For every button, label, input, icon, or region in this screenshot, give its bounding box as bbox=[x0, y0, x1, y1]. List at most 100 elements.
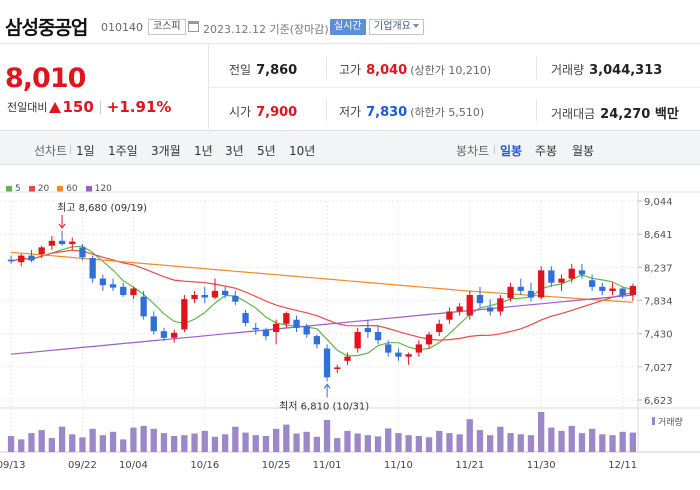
candle-body bbox=[160, 331, 168, 338]
volume-bar bbox=[395, 433, 402, 452]
volume-bar bbox=[181, 435, 188, 452]
volume-bar bbox=[385, 428, 392, 452]
candle bbox=[191, 290, 198, 304]
candle bbox=[313, 334, 320, 349]
candle bbox=[609, 282, 616, 296]
candle-period-weekly[interactable]: 주봉 bbox=[535, 144, 558, 158]
realtime-button[interactable]: 실시간 bbox=[330, 19, 366, 35]
candle-body bbox=[171, 332, 178, 338]
stat-open-value: 7,900 bbox=[256, 105, 298, 120]
down-arrow-icon bbox=[58, 223, 66, 229]
volume-bar bbox=[48, 438, 55, 452]
candle-body bbox=[89, 258, 96, 279]
volume-bar bbox=[273, 428, 280, 452]
volume-bar bbox=[517, 434, 524, 452]
candle-body bbox=[425, 334, 433, 345]
stock-code: 010140 bbox=[101, 21, 143, 34]
candle-body bbox=[313, 336, 320, 345]
candle-body bbox=[201, 295, 208, 298]
candle bbox=[578, 263, 586, 279]
volume-bar bbox=[99, 435, 106, 452]
candle-body bbox=[568, 268, 575, 279]
candle bbox=[28, 249, 35, 263]
line-period-1d[interactable]: 1일 bbox=[76, 144, 95, 158]
candle bbox=[456, 303, 463, 316]
volume-bar bbox=[436, 430, 443, 452]
volume-bar bbox=[252, 435, 259, 452]
volume-bar bbox=[527, 435, 535, 452]
candle-period-monthly[interactable]: 월봉 bbox=[572, 144, 595, 158]
candle-body bbox=[599, 286, 606, 291]
line-period-1y[interactable]: 1년 bbox=[194, 144, 213, 158]
candle-body bbox=[140, 296, 147, 317]
legend-label: 60 bbox=[66, 184, 78, 194]
candle bbox=[140, 290, 147, 320]
company-overview-label: 기업개요 bbox=[374, 21, 411, 32]
y-tick-label: 8,237 bbox=[644, 263, 673, 274]
candle bbox=[558, 274, 565, 291]
candle-body bbox=[497, 298, 504, 312]
volume-bar bbox=[629, 432, 636, 452]
candle-body bbox=[446, 311, 453, 320]
volume-bar bbox=[201, 430, 208, 452]
line-period-1w[interactable]: 1주일 bbox=[108, 144, 138, 158]
candle bbox=[629, 283, 636, 301]
volume-bar bbox=[344, 430, 351, 452]
volume-bar bbox=[303, 431, 310, 452]
company-overview-button[interactable]: 기업개요 bbox=[369, 19, 424, 35]
stat-volume-value: 3,044,313 bbox=[589, 63, 663, 78]
volume-bar bbox=[28, 433, 35, 452]
volume-bar bbox=[69, 434, 76, 452]
line-period-3y[interactable]: 3년 bbox=[225, 144, 244, 158]
candle-body bbox=[48, 240, 55, 246]
x-tick-label: 10/04 bbox=[119, 460, 148, 471]
y-tick-label: 6,623 bbox=[644, 396, 673, 407]
candle-body bbox=[619, 288, 626, 296]
candle-period-daily[interactable]: 일봉 bbox=[500, 144, 523, 158]
stat-low-label: 저가 bbox=[339, 105, 362, 119]
divider bbox=[536, 99, 537, 121]
candle-body bbox=[303, 326, 310, 335]
candle-body bbox=[609, 288, 616, 291]
candle bbox=[18, 253, 25, 267]
volume-bar bbox=[538, 412, 545, 452]
volume-bar bbox=[374, 436, 382, 452]
volume-bar bbox=[354, 433, 361, 452]
volume-bar bbox=[415, 436, 422, 452]
volume-bar bbox=[293, 433, 300, 452]
volume-bar bbox=[599, 434, 606, 452]
volume-bar bbox=[140, 425, 147, 452]
candle-body bbox=[273, 323, 280, 332]
volume-bar bbox=[558, 430, 565, 452]
stat-open: 시가 7,900 bbox=[229, 103, 297, 120]
volume-bar bbox=[130, 427, 137, 452]
line-period-5y[interactable]: 5년 bbox=[257, 144, 276, 158]
candle-body bbox=[374, 332, 382, 341]
stat-prev-value: 7,860 bbox=[256, 63, 298, 78]
legend-label: 20 bbox=[37, 184, 50, 194]
change-label: 전일대비 bbox=[7, 101, 48, 114]
y-tick-label: 7,430 bbox=[644, 330, 673, 341]
volume-bar bbox=[150, 428, 157, 452]
line-chart-label: 선차트 bbox=[34, 144, 68, 158]
candle bbox=[589, 274, 596, 291]
candle-body bbox=[527, 290, 535, 298]
volume-bar bbox=[211, 436, 219, 452]
candle-body bbox=[589, 280, 596, 287]
volume-bar bbox=[589, 428, 596, 452]
stock-header: 삼성중공업 010140 코스피 2023.12.12 기준(장마감) 실시간 … bbox=[0, 0, 700, 44]
stat-amount-label: 거래대금 bbox=[551, 107, 596, 121]
up-arrow-icon bbox=[323, 383, 331, 389]
candle-body bbox=[232, 295, 239, 302]
divider bbox=[70, 145, 71, 154]
candle bbox=[415, 340, 422, 357]
line-period-10y[interactable]: 10년 bbox=[289, 144, 316, 158]
chevron-down-icon bbox=[412, 24, 419, 28]
candle-body bbox=[354, 332, 361, 349]
line-period-3m[interactable]: 3개월 bbox=[151, 144, 181, 158]
candle bbox=[548, 266, 555, 287]
y-tick-label: 8,641 bbox=[644, 230, 673, 241]
candle bbox=[79, 244, 86, 261]
volume-bar bbox=[568, 425, 575, 452]
